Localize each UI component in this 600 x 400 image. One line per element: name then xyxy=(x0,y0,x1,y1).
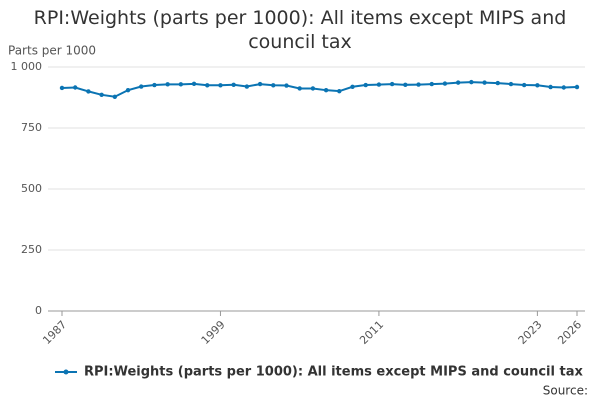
x-tick-label: 1987 xyxy=(40,318,69,347)
legend-label: RPI:Weights (parts per 1000): All items … xyxy=(84,365,583,380)
point xyxy=(165,82,170,87)
point xyxy=(86,89,91,94)
y-tick-label: 250 xyxy=(21,243,42,256)
point xyxy=(284,83,289,88)
point xyxy=(218,83,223,88)
point xyxy=(337,88,342,94)
point xyxy=(508,81,514,87)
point xyxy=(178,82,184,87)
point xyxy=(191,81,197,87)
y-tick-label: 1 000 xyxy=(11,60,43,73)
legend-dot xyxy=(63,369,69,375)
point xyxy=(99,92,104,98)
y-axis-label: Parts per 1000 xyxy=(8,44,96,58)
point xyxy=(482,80,487,85)
point xyxy=(376,82,382,87)
point xyxy=(416,82,421,87)
point xyxy=(429,81,434,87)
point xyxy=(495,80,500,86)
point xyxy=(59,85,65,91)
chart-title: RPI:Weights (parts per 1000): All items … xyxy=(33,7,567,53)
y-tick-label: 0 xyxy=(35,304,42,317)
point xyxy=(205,83,210,88)
point xyxy=(455,80,461,85)
point xyxy=(548,84,553,90)
point xyxy=(442,81,448,86)
point xyxy=(231,82,236,88)
point xyxy=(363,82,368,88)
source-label: Source: xyxy=(543,384,588,398)
point xyxy=(535,83,540,88)
point xyxy=(244,84,250,89)
y-tick-label: 500 xyxy=(21,182,42,195)
line xyxy=(61,81,578,98)
point xyxy=(350,84,355,89)
point xyxy=(469,79,474,85)
point xyxy=(310,86,316,91)
point xyxy=(561,85,566,90)
point xyxy=(257,81,263,87)
point xyxy=(403,82,408,88)
x-tick-label: 1999 xyxy=(199,318,228,347)
point xyxy=(297,86,302,91)
point xyxy=(389,81,395,87)
point xyxy=(323,87,329,93)
point xyxy=(521,82,527,88)
point xyxy=(139,84,144,89)
point xyxy=(574,84,580,90)
point xyxy=(125,87,131,93)
point xyxy=(271,83,276,88)
point xyxy=(73,85,78,90)
y-tick-label: 750 xyxy=(21,121,42,134)
x-tick-label: 2011 xyxy=(357,318,386,347)
x-tick-label: 2026 xyxy=(555,318,584,347)
x-tick-label: 2023 xyxy=(516,318,545,347)
point xyxy=(112,94,118,99)
point xyxy=(152,82,157,88)
